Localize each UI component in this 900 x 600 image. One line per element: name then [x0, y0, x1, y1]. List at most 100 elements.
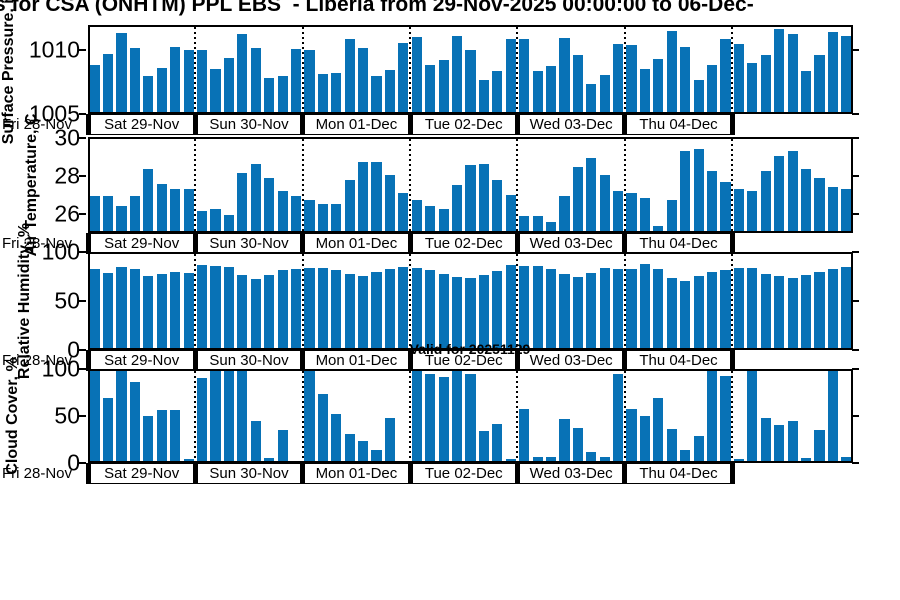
bar	[505, 194, 516, 231]
day-boundary-tick	[192, 114, 198, 135]
bar	[572, 167, 583, 231]
day-separator-line	[194, 254, 197, 348]
bar	[545, 456, 557, 461]
bar	[666, 200, 677, 231]
day-boundary-tick	[729, 233, 735, 254]
bar	[814, 429, 825, 461]
bar	[800, 458, 812, 461]
bar	[210, 266, 221, 348]
bar	[411, 371, 422, 461]
bar	[103, 54, 114, 112]
bar	[425, 205, 436, 231]
bar	[787, 34, 798, 112]
bar	[774, 425, 785, 461]
day-label-row: Sat 29-Nov Sun 30-Nov Mon 01-Dec Tue 02-Dec…	[2, 350, 853, 371]
y-tick-mark-left	[79, 462, 86, 464]
day-boundary-tick	[85, 114, 91, 135]
bar	[787, 277, 798, 348]
bar	[827, 31, 838, 112]
valid-for-label: Valid for 20251129	[409, 341, 531, 357]
day-separator-line	[194, 139, 197, 231]
day-separator-line	[731, 254, 734, 348]
bar	[559, 418, 570, 461]
bar	[223, 57, 234, 112]
bar	[478, 79, 489, 112]
bar	[505, 459, 516, 461]
bar	[478, 163, 489, 231]
y-tick-mark-left	[79, 212, 86, 215]
bar	[774, 29, 785, 112]
day-label-row: Sat 29-Nov Sun 30-Nov Mon 01-Dec Tue 02-Dec…	[2, 463, 853, 484]
bar	[572, 427, 583, 461]
bar	[129, 381, 141, 461]
bar	[733, 459, 744, 461]
day-label: Thu 04-Dec	[624, 463, 733, 484]
y-tick-mark-left	[79, 48, 86, 51]
day-boundary-tick	[300, 114, 306, 135]
bar	[156, 409, 167, 461]
bar	[465, 373, 476, 461]
bar	[800, 274, 812, 348]
bar	[653, 398, 664, 461]
bar	[465, 165, 476, 231]
day-label: Wed 03-Dec	[517, 233, 625, 254]
bar	[639, 264, 651, 348]
bar	[210, 209, 221, 231]
day-label-row: Sat 29-Nov Sun 30-Nov Mon 01-Dec Tue 02-Dec…	[2, 233, 853, 254]
first-day-label: Fri 28-Nov	[2, 235, 73, 252]
day-separator-line	[194, 27, 197, 112]
bar	[492, 270, 503, 348]
bar	[760, 273, 771, 348]
y-tick-mark-left	[79, 300, 86, 302]
bar	[438, 273, 449, 348]
bar	[438, 60, 449, 112]
bar	[89, 371, 100, 461]
bar	[358, 275, 369, 348]
day-boundary-tick	[514, 114, 520, 135]
bar	[532, 456, 543, 461]
bar	[103, 196, 114, 231]
bar	[331, 203, 342, 231]
day-boundary-tick	[514, 350, 520, 371]
bar	[747, 371, 758, 461]
y-tick-mark-right	[852, 368, 859, 370]
bar	[706, 170, 718, 231]
bar	[814, 55, 825, 112]
first-day-label: Fri 28-Nov	[2, 352, 73, 369]
bar	[371, 76, 382, 112]
bar	[680, 450, 691, 461]
bar	[103, 398, 114, 461]
bar	[841, 35, 852, 112]
bar	[720, 181, 731, 231]
day-label: Tue 02-Dec	[410, 114, 518, 135]
bar	[143, 76, 154, 112]
bar	[519, 266, 530, 348]
bar	[572, 276, 583, 348]
day-label: Sat 29-Nov	[88, 463, 196, 484]
bar	[358, 441, 369, 461]
day-separator-line	[516, 254, 519, 348]
bar	[425, 269, 436, 348]
bar	[586, 452, 597, 461]
bar	[827, 187, 838, 231]
bar	[492, 180, 503, 231]
y-tick-mark-left	[79, 136, 86, 139]
day-boundary-tick	[300, 463, 306, 484]
bar	[586, 83, 597, 112]
bar	[237, 371, 248, 461]
bar	[639, 416, 651, 461]
bar	[639, 68, 651, 112]
bar	[371, 271, 382, 348]
bar	[814, 178, 825, 231]
bar	[89, 269, 100, 348]
bar	[800, 71, 812, 112]
bar	[143, 169, 154, 231]
bar	[532, 266, 543, 348]
bar	[626, 192, 637, 231]
bar	[653, 59, 664, 112]
day-boundary-tick	[622, 350, 628, 371]
bar	[371, 450, 382, 461]
bar	[827, 371, 838, 461]
day-separator-line	[623, 27, 626, 112]
